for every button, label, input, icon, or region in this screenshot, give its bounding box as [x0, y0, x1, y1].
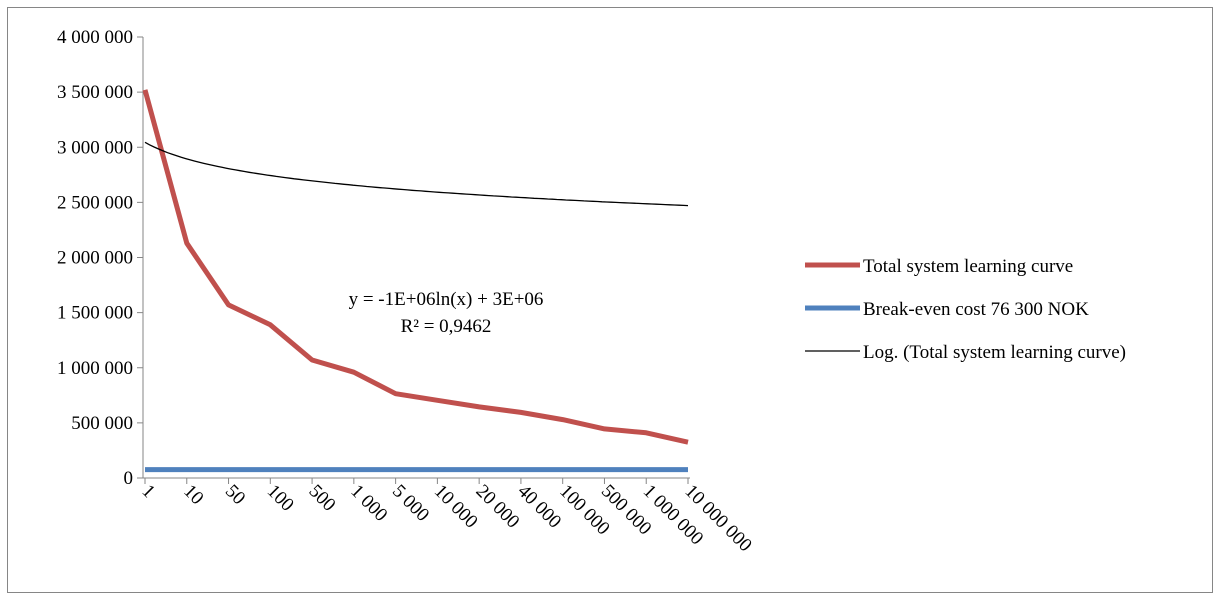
- y-tick-label: 500 000: [71, 413, 133, 434]
- y-tick-label: 1 500 000: [57, 303, 133, 324]
- legend-item-total-system: Total system learning curve: [805, 256, 1073, 277]
- chart-area-border: [7, 7, 1213, 593]
- trendline-equation: y = -1E+06ln(x) + 3E+06: [349, 289, 544, 310]
- y-tick-label: 3 500 000: [57, 82, 133, 103]
- trendline-r-squared: R² = 0,9462: [401, 316, 492, 337]
- trendline-annotation: y = -1E+06ln(x) + 3E+06 R² = 0,9462: [349, 289, 544, 337]
- y-tick-label: 2 000 000: [57, 248, 133, 269]
- legend-label-log-trendline: Log. (Total system learning curve): [863, 342, 1126, 363]
- y-tick-label: 2 500 000: [57, 192, 133, 213]
- y-axis: 0 500 000 1 000 000 1 500 000 2 000 000 2 500…: [57, 27, 144, 489]
- y-tick-label: 0: [124, 468, 134, 489]
- plot-series: [142, 89, 689, 473]
- y-tick-label: 1 000 000: [57, 358, 133, 379]
- series-line-0: [142, 89, 689, 445]
- legend-item-log-trendline: Log. (Total system learning curve): [805, 342, 1126, 363]
- y-tick-label: 3 000 000: [57, 137, 133, 158]
- legend: Total system learning curve Break-even c…: [805, 256, 1126, 363]
- legend-label-break-even: Break-even cost 76 300 NOK: [863, 299, 1089, 320]
- trendline-curve: [144, 141, 689, 207]
- legend-label-total-system: Total system learning curve: [863, 256, 1073, 277]
- y-tick-label: 4 000 000: [57, 27, 133, 48]
- legend-item-break-even: Break-even cost 76 300 NOK: [805, 299, 1089, 320]
